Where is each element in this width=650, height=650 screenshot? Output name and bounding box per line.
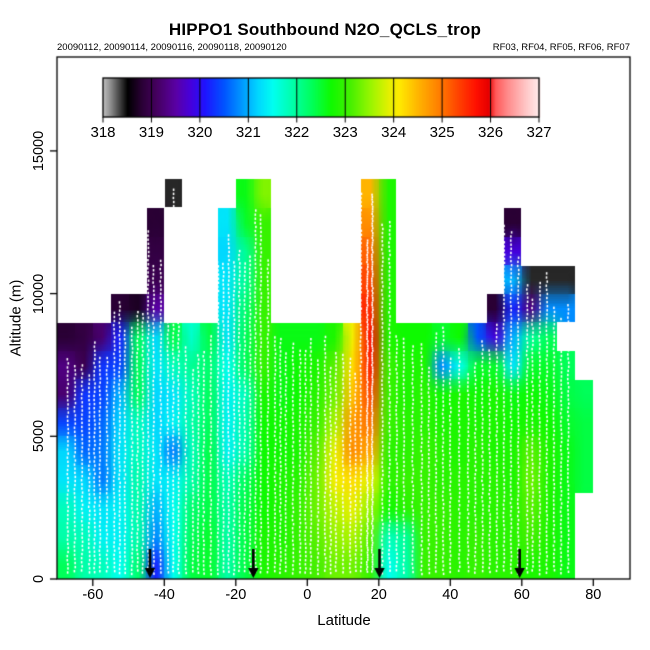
x-tick-label: -40 bbox=[153, 587, 175, 603]
x-tick-label: -60 bbox=[82, 587, 104, 603]
x-tick-label: 80 bbox=[585, 587, 602, 603]
x-tick-label: 0 bbox=[303, 587, 312, 603]
y-axis-label: Altitude (m) bbox=[7, 279, 25, 357]
colorbar-tick-label: 322 bbox=[284, 124, 310, 141]
y-tick-label: 10000 bbox=[31, 273, 47, 314]
colorbar-tick-label: 324 bbox=[381, 124, 407, 141]
x-tick-label: -20 bbox=[225, 587, 247, 603]
x-axis-label: Latitude bbox=[317, 612, 371, 629]
colorbar-tick-label: 327 bbox=[526, 124, 552, 141]
x-tick-label: 60 bbox=[513, 587, 530, 603]
colorbar-tick-label: 321 bbox=[235, 124, 261, 141]
colorbar-tick-label: 325 bbox=[429, 124, 455, 141]
colorbar-tick-label: 323 bbox=[332, 124, 358, 141]
colorbar-tick-label: 318 bbox=[90, 124, 116, 141]
x-tick-label: 20 bbox=[370, 587, 387, 603]
colorbar-tick-label: 319 bbox=[138, 124, 164, 141]
colorbar-tick-label: 320 bbox=[187, 124, 213, 141]
colorbar-tick-label: 326 bbox=[478, 124, 504, 141]
flight-numbers-subtitle: RF03, RF04, RF05, RF06, RF07 bbox=[492, 42, 630, 53]
y-tick-label: 15000 bbox=[31, 130, 47, 172]
x-tick-label: 40 bbox=[442, 587, 459, 603]
page-title: HIPPO1 Southbound N2O_QCLS_trop bbox=[168, 20, 482, 39]
y-tick-label: 0 bbox=[31, 574, 47, 584]
flight-dates-subtitle: 20090112, 20090114, 20090116, 20090118, … bbox=[57, 42, 287, 53]
y-tick-label: 5000 bbox=[31, 420, 47, 453]
